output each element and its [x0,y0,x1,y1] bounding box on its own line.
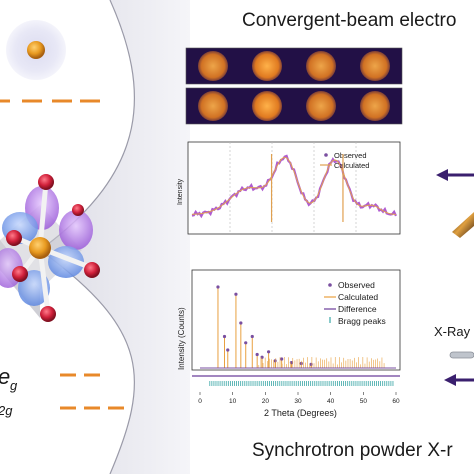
funnel-background [40,0,190,474]
cbed-profile-plot: Intensity Observed Calculated [177,141,401,235]
observed-point [234,292,238,296]
observed-point [260,355,264,359]
atom-core [27,41,45,59]
x-tick-label: 50 [360,398,368,405]
t2g-subscript: 2g [0,403,13,418]
eg-subscript: g [10,378,18,393]
cbed-disk [306,91,336,121]
capillary-sample [449,351,474,359]
crystal-sample [452,212,474,238]
x-tick-label: 40 [327,398,335,405]
cbed-pattern-panel [185,47,403,125]
powder-diffraction-chart: 0 10 20 30 40 50 60 2 Theta (Degrees) Intensit… [177,269,401,418]
cbed-disk [306,51,336,81]
xray-label: X-Ray [434,324,471,339]
x-tick-label: 10 [229,398,237,405]
powder-ylabel: Intensity (Counts) [177,307,186,370]
profile-legend: Observed Calculated [320,151,369,170]
arrow-to-powder [444,374,474,386]
legend-difference: Difference [338,304,377,314]
observed-point [250,334,254,339]
synchrotron-title: Synchrotron powder X-r [252,440,453,461]
legend-observed: Observed [338,280,375,290]
cbed-disk [252,91,282,121]
legend-calculated: Calculated [338,292,378,302]
octahedral-complex [0,174,100,322]
cbed-disk [360,91,390,121]
powder-legend: Observed Calculated Difference Bragg pea… [324,280,386,326]
x-tick-label: 20 [262,398,270,405]
cbed-disk [198,51,228,81]
observed-point [239,321,243,325]
cbed-disk [252,51,282,81]
eg-label: e [0,364,10,389]
observed-point [267,350,271,354]
profile-legend-observed: Observed [334,151,367,160]
profile-calculated-curve [192,156,397,215]
profile-legend-calculated: Calculated [334,161,369,170]
powder-xlabel: 2 Theta (Degrees) [264,408,337,418]
observed-point [273,359,277,363]
profile-ylabel: Intensity [177,178,184,205]
cbed-disk [198,91,228,121]
cbed-title: Convergent-beam electro [242,10,456,31]
funnel-edge-bottom [39,249,135,474]
observed-point [255,352,259,357]
split-levels [60,373,124,410]
observed-point [216,285,220,289]
arrow-to-profile [436,169,474,181]
x-tick-label: 60 [392,398,400,405]
cbed-disk [360,51,390,81]
observed-point [226,348,230,352]
observed-point [280,357,284,361]
x-tick-label: 30 [294,398,302,405]
x-tick-label: 0 [198,398,202,405]
observed-point [222,334,227,339]
observed-point [244,341,248,345]
legend-bragg-peaks: Bragg peaks [338,316,386,326]
